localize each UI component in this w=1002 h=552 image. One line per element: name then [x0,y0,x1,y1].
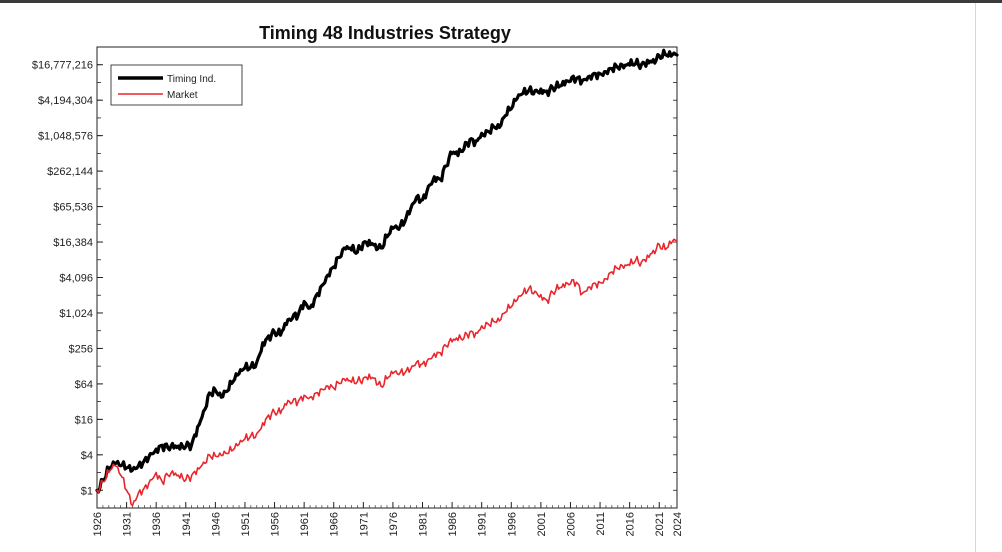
x-tick-label: 1986 [447,512,459,536]
series-line-market [96,238,678,507]
legend-label: Timing Ind. [167,74,216,85]
x-tick-label: 1926 [92,512,104,536]
x-tick-label: 1956 [270,512,282,536]
x-tick-label: 1946 [210,512,222,536]
y-tick-label: $256 [69,343,93,355]
x-tick-label: 1996 [506,512,518,536]
y-tick-label: $1,048,576 [38,131,93,143]
y-tick-label: $64 [75,379,93,391]
series-line-timing-ind [95,48,679,494]
x-tick-label: 1991 [477,512,489,536]
x-tick-label: 1971 [358,512,370,536]
plot-area: $1 $4 $16 $64 $256 $1,024 $4,096 $16,384 $65,536… [32,46,684,536]
y-tick-label: $16,384 [53,237,93,249]
x-tick-label: 1951 [240,512,252,536]
y-tick-label: $65,536 [53,202,93,214]
y-tick-label: $262,144 [47,166,93,178]
y-tick-label: $4,096 [59,273,93,285]
x-tick-label: 2024 [672,512,684,536]
x-tick-label: 1976 [388,512,400,536]
y-tick-label: $1 [81,485,93,497]
legend-box [110,64,243,106]
x-tick-label: 1981 [418,512,430,536]
y-tick-label: $16 [75,414,93,426]
chart-svg: Timing 48 Industries Strategy $1 $4 $16 $64… [32,23,684,536]
plot-frame [96,46,678,509]
y-tick-label: $1,024 [59,308,93,320]
x-tick-label: 1941 [181,512,193,536]
y-tick-label: $4 [81,450,93,462]
chart-legend: Timing Ind. Market [110,64,243,106]
x-tick-label: 1936 [151,512,163,536]
chart-panel: Timing 48 Industries Strategy $1 $4 $16 $64… [0,3,700,552]
x-tick-label: 1966 [329,512,341,536]
x-tick-label: 2001 [536,512,548,536]
x-tick-label: 1931 [122,512,134,536]
window-top-border [0,0,1002,3]
chart-title: Timing 48 Industries Strategy [259,23,511,43]
y-tick-label: $16,777,216 [32,60,93,72]
panel-divider [975,3,976,552]
legend-label: Market [167,90,198,101]
x-tick-label: 1961 [299,512,311,536]
x-tick-label: 2011 [595,512,607,536]
x-tick-label: 2006 [565,512,577,536]
x-tick-label: 2021 [654,512,666,536]
x-tick-label: 2016 [625,512,637,536]
y-tick-label: $4,194,304 [38,95,93,107]
